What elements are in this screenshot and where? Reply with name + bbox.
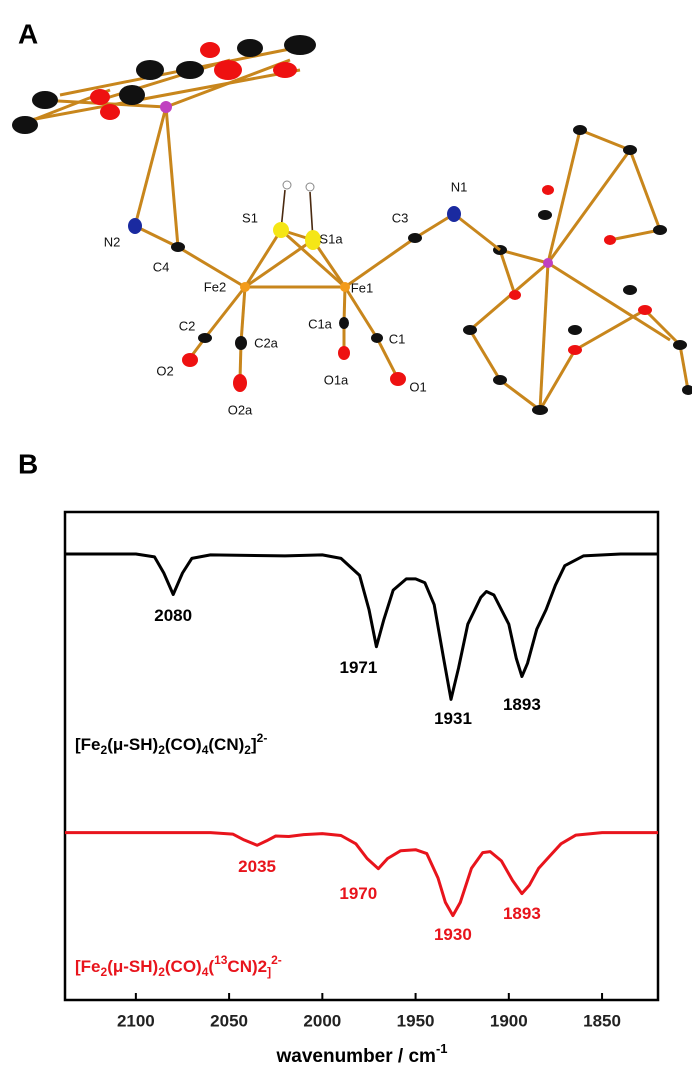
x-axis-title-text: wavenumber / cm bbox=[275, 1046, 435, 1067]
x-tick-label: 2000 bbox=[303, 1011, 341, 1030]
atom-label: S1a bbox=[319, 231, 343, 246]
legend-label-part: CN) bbox=[227, 957, 257, 976]
atom-label: N1 bbox=[451, 179, 468, 194]
legend-label-part: [Fe bbox=[75, 957, 101, 976]
legend-label-part: 2- bbox=[257, 731, 268, 745]
left-cation bbox=[12, 35, 316, 247]
legend-label-part: ] bbox=[267, 965, 271, 979]
legend-label-part: 2 bbox=[258, 957, 267, 976]
peak-label: 1893 bbox=[503, 904, 541, 923]
atom-label: O1a bbox=[324, 372, 349, 387]
x-tick-label: 1900 bbox=[490, 1011, 528, 1030]
legend-label-part: (μ-SH) bbox=[107, 957, 158, 976]
atom-label: C3 bbox=[392, 210, 409, 225]
legend-label: [Fe2(μ-SH)2(CO)4(13CN)2]2- bbox=[75, 953, 282, 979]
atom-label: N2 bbox=[104, 234, 121, 249]
molecule-structure bbox=[12, 35, 692, 415]
legend-label-part: (μ-SH) bbox=[107, 735, 158, 754]
panel-label: A bbox=[18, 18, 38, 49]
atom-label: Fe1 bbox=[351, 280, 373, 295]
peak-label: 1930 bbox=[434, 925, 472, 944]
x-tick-label: 2100 bbox=[117, 1011, 155, 1030]
atom-label: O2 bbox=[156, 363, 173, 378]
x-tick-label: 1850 bbox=[583, 1011, 621, 1030]
x-tick-label: 2050 bbox=[210, 1011, 248, 1030]
legend-label-part: 13 bbox=[214, 953, 228, 967]
peak-label: 2080 bbox=[154, 606, 192, 625]
peak-label: 2035 bbox=[238, 857, 276, 876]
atom-label: C2a bbox=[254, 335, 279, 350]
atom-label: S1 bbox=[242, 210, 258, 225]
legend-label-part: (CN) bbox=[208, 735, 244, 754]
legend-label: [Fe2(μ-SH)2(CO)4(CN)2]2- bbox=[75, 731, 267, 757]
x-tick-label: 1950 bbox=[397, 1011, 435, 1030]
right-cation bbox=[463, 125, 692, 415]
atom-label: O1 bbox=[409, 379, 426, 394]
legend-label-part: (CO) bbox=[165, 957, 202, 976]
figure: A bbox=[0, 0, 692, 1081]
legend-label-part: 2- bbox=[271, 953, 282, 967]
legend-label-part: [Fe bbox=[75, 735, 101, 754]
atom-label: O2a bbox=[228, 402, 253, 417]
x-axis-title: wavenumber / cm-1 bbox=[275, 1041, 447, 1067]
peak-label: 1970 bbox=[339, 884, 377, 903]
atom-label: C4 bbox=[153, 259, 170, 274]
atom-label: C1a bbox=[308, 316, 333, 331]
x-axis-title-superscript: -1 bbox=[436, 1041, 448, 1056]
peak-label: 1931 bbox=[434, 709, 472, 728]
atom-label: C1 bbox=[389, 331, 406, 346]
peak-label: 1971 bbox=[340, 658, 378, 677]
anion-core bbox=[128, 181, 500, 392]
peak-label: 1893 bbox=[503, 695, 541, 714]
spectrum-line bbox=[65, 554, 658, 699]
atom-label: C2 bbox=[179, 318, 196, 333]
atom-label: Fe2 bbox=[204, 279, 226, 294]
legend-label-part: (CO) bbox=[165, 735, 202, 754]
panel-label: B bbox=[18, 448, 38, 479]
